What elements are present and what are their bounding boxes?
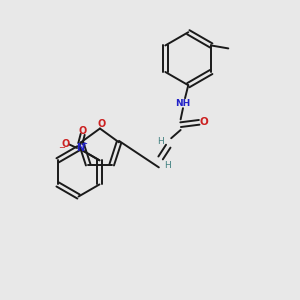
Text: O: O: [61, 140, 70, 149]
Text: H: H: [157, 137, 164, 146]
Text: O: O: [98, 119, 106, 129]
Text: H: H: [164, 160, 171, 169]
Text: NH: NH: [176, 99, 190, 108]
Text: −: −: [58, 143, 65, 152]
Text: +: +: [81, 141, 87, 147]
Text: O: O: [200, 117, 208, 127]
Text: O: O: [79, 126, 87, 136]
Text: N: N: [76, 143, 84, 153]
